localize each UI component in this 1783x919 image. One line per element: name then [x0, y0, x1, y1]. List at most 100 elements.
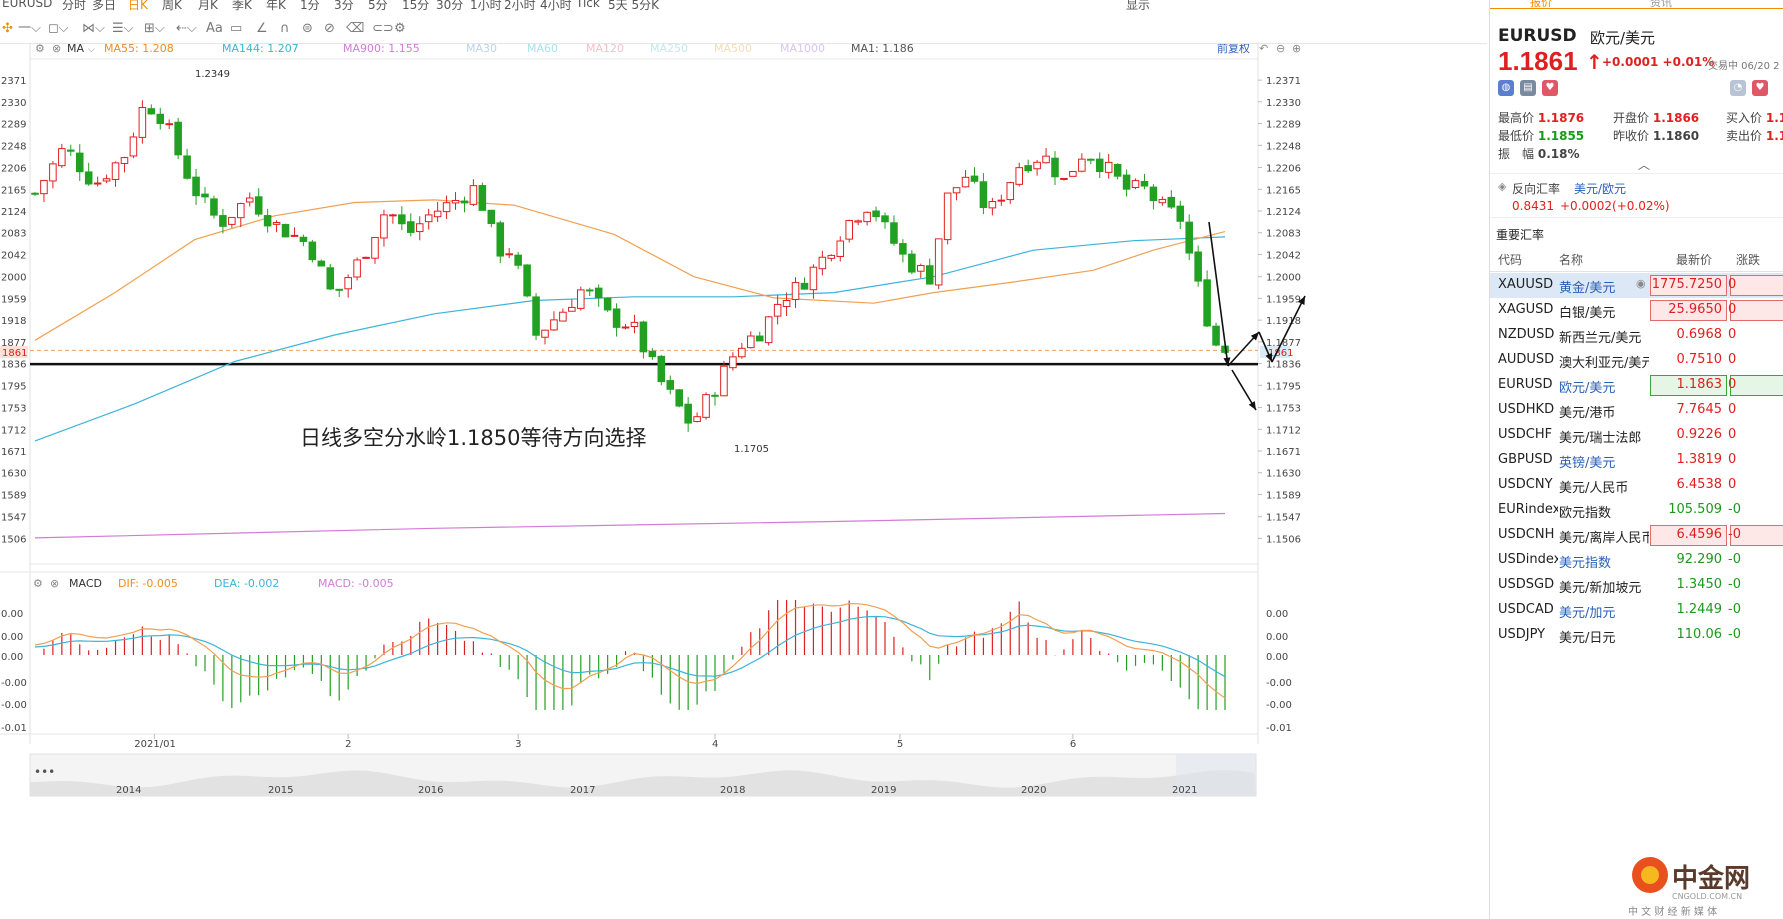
price-highlight: [1650, 375, 1727, 396]
table-row[interactable]: EURindex 欧元指数 105.509 -0: [1490, 498, 1783, 523]
alert-icon[interactable]: ◔: [1730, 80, 1746, 96]
macd-label[interactable]: MACD: [69, 577, 102, 590]
timeframe-4[interactable]: 周K: [162, 0, 182, 12]
adjust-button[interactable]: 前复权: [1217, 41, 1250, 55]
tab-quote[interactable]: 报价: [1530, 0, 1552, 9]
ruler-tool-icon[interactable]: ∠: [256, 21, 268, 36]
favorite-icon-2[interactable]: ♥: [1752, 80, 1768, 96]
y-axis-label-left: 1795: [1, 381, 26, 392]
hide-icon[interactable]: ⊘: [324, 21, 335, 36]
y-axis-label-left: 1712: [1, 425, 26, 436]
comment-tool-icon[interactable]: ▭: [230, 21, 243, 36]
navigator-year: 2015: [268, 785, 293, 796]
timeframe-15[interactable]: 4小时: [540, 0, 572, 12]
timeframe-14[interactable]: 2小时: [504, 0, 536, 12]
lock-icon[interactable]: ⊜: [302, 21, 313, 36]
timeframe-13[interactable]: 1小时: [470, 0, 502, 12]
y-axis-label: 1.1877: [1266, 338, 1301, 349]
timeframe-6[interactable]: 季K: [232, 0, 252, 12]
table-row[interactable]: XAUUSD 黄金/美元 1775.7250 0 ◉: [1490, 273, 1783, 298]
candle-body: [1024, 165, 1032, 172]
col-price[interactable]: 最新价: [1676, 253, 1713, 267]
settings-icon[interactable]: ⚙: [35, 42, 45, 55]
table-row[interactable]: USDSGD 美元/新加坡元 1.3450 -0: [1490, 573, 1783, 598]
macd-axis-label-left: 0.00: [1, 609, 23, 620]
macd-close-icon[interactable]: ⊗: [50, 577, 59, 590]
magnet-icon[interactable]: ∩: [280, 21, 290, 36]
macd-settings-icon[interactable]: ⚙: [33, 577, 43, 590]
table-row[interactable]: AUDUSD 澳大利亚元/美元 0.7510 0: [1490, 348, 1783, 373]
navigator-handle[interactable]: •••: [34, 765, 55, 779]
trash-icon[interactable]: ⌫: [346, 21, 365, 36]
table-row[interactable]: USDJPY 美元/日元 110.06 -0: [1490, 623, 1783, 648]
candle-body: [1104, 161, 1113, 173]
candle-body: [49, 163, 57, 182]
zoom-out-icon[interactable]: ⊖: [1276, 42, 1285, 55]
col-change[interactable]: 涨跌: [1736, 253, 1761, 267]
table-row[interactable]: USDCAD 美元/加元 1.2449 -0: [1490, 598, 1783, 623]
table-row[interactable]: USDHKD 美元/港币 7.7645 0: [1490, 398, 1783, 423]
timeframe-0[interactable]: EURUSD: [2, 0, 53, 10]
table-row[interactable]: GBPUSD 英镑/美元 1.3819 0: [1490, 448, 1783, 473]
doc-icon[interactable]: ▤: [1520, 80, 1536, 96]
globe-icon[interactable]: ◍: [1498, 80, 1514, 96]
kline-chart[interactable]: 2021/01 2 3 4 5 6 2371 2330 2289 2248 2206 2165 212…: [0, 41, 1487, 919]
timeframe-3[interactable]: 日K: [128, 0, 148, 12]
row-code: USDCAD: [1498, 602, 1554, 617]
arrow-down-2-head: [1265, 353, 1272, 362]
timeframe-1[interactable]: 分时: [62, 0, 87, 12]
y-axis-label: 1.2206: [1266, 164, 1301, 175]
fib-tool-icon[interactable]: ⋈⌵: [82, 21, 105, 36]
pitchfork-tool-icon[interactable]: ⊞⌵: [144, 21, 165, 36]
timeframe-5[interactable]: 月K: [198, 0, 218, 12]
candle-body: [729, 356, 737, 369]
undo-icon[interactable]: ↶: [1259, 42, 1268, 55]
row-change: -0: [1728, 552, 1741, 567]
row-change: 0: [1728, 352, 1737, 367]
candle-body: [934, 238, 943, 286]
line-tool-icon[interactable]: 一⌵: [18, 21, 41, 36]
timeframe-12[interactable]: 30分: [436, 0, 464, 12]
table-row[interactable]: USDCNY 美元/人民币 6.4538 0: [1490, 473, 1783, 498]
favorite-icon[interactable]: ♥: [1542, 80, 1558, 96]
close-icon[interactable]: ⊗: [52, 42, 61, 55]
link-icon[interactable]: ⊂⊃: [372, 21, 394, 36]
table-row[interactable]: USDindex 美元指数 92.290 -0: [1490, 548, 1783, 573]
shape-tool-icon[interactable]: ◻⌵: [48, 21, 69, 36]
col-name[interactable]: 名称: [1559, 253, 1584, 267]
settings-icon[interactable]: ⚙: [394, 21, 406, 36]
table-row[interactable]: USDCNH 美元/离岸人民币 6.4596 -0: [1490, 523, 1783, 548]
text-tool-icon[interactable]: Aa: [206, 21, 223, 36]
timeframe-16[interactable]: Tick: [576, 0, 600, 10]
y-axis-label-left: 2042: [1, 250, 26, 261]
display-menu[interactable]: 显示: [1126, 0, 1151, 12]
left-axis: 2371 2330 2289 2248 2206 2165 2124 2083 2042 2000…: [1, 76, 26, 545]
timeframe-17[interactable]: 5天 5分K: [608, 0, 659, 12]
timeframe-8[interactable]: 1分: [300, 0, 320, 12]
table-row[interactable]: EURUSD 欧元/美元 1.1863 0: [1490, 373, 1783, 398]
row-name: 英镑/美元: [1559, 456, 1616, 471]
table-row[interactable]: NZDUSD 新西兰元/美元 0.6968 0: [1490, 323, 1783, 348]
collapse-icon[interactable]: ︿: [1638, 158, 1651, 172]
arrow-tool-icon[interactable]: ⇠⌵: [176, 21, 197, 36]
timeframe-11[interactable]: 15分: [402, 0, 430, 12]
cursor-icon[interactable]: ✣: [2, 21, 13, 36]
watch-icon[interactable]: ◉: [1636, 277, 1646, 290]
channel-tool-icon[interactable]: ☰⌵: [112, 21, 134, 36]
timeframe-9[interactable]: 3分: [334, 0, 354, 12]
candle-body: [433, 210, 442, 218]
chevron-down-icon[interactable]: ⌵: [88, 45, 95, 55]
y-axis-label-left: 2289: [1, 120, 26, 131]
zoom-in-icon[interactable]: ⊕: [1292, 42, 1301, 55]
ma-label[interactable]: MA: [67, 42, 84, 55]
col-code[interactable]: 代码: [1498, 253, 1523, 267]
inverse-pair[interactable]: 美元/欧元: [1574, 182, 1627, 196]
table-row[interactable]: XAGUSD 白银/美元 25.9650 0: [1490, 298, 1783, 323]
tab-info[interactable]: 资讯: [1650, 0, 1672, 9]
timeframe-7[interactable]: 年K: [266, 0, 286, 12]
timeframe-10[interactable]: 5分: [368, 0, 388, 12]
chart-area[interactable]: 2021/01 2 3 4 5 6 2371 2330 2289 2248 2206 2165 212…: [0, 41, 1487, 919]
timeframe-2[interactable]: 多日: [92, 0, 117, 12]
table-row[interactable]: USDCHF 美元/瑞士法郎 0.9226 0: [1490, 423, 1783, 448]
row-code: EURindex: [1498, 502, 1558, 517]
